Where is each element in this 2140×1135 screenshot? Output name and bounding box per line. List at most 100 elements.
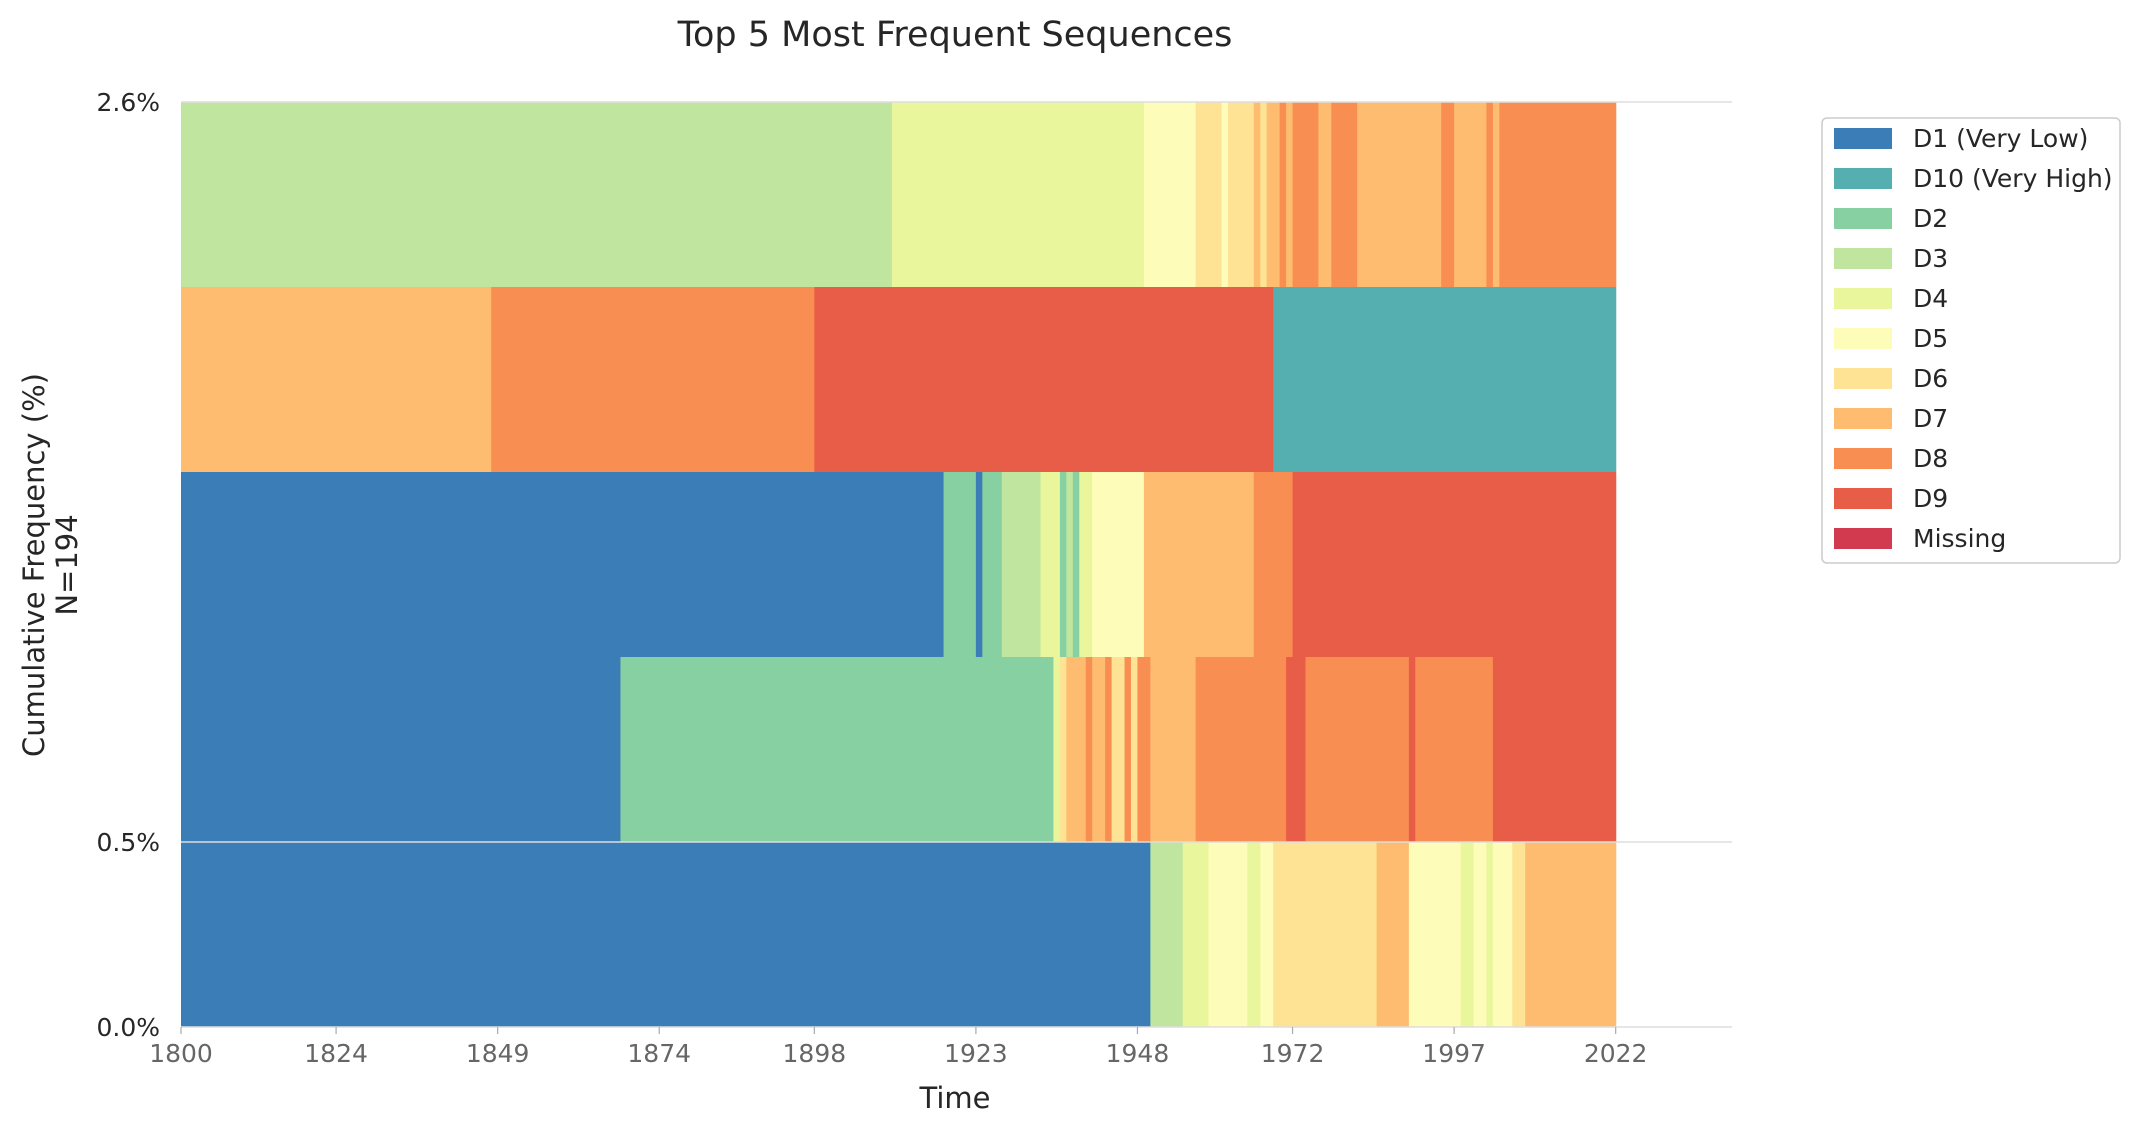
legend-item: D1 (Very Low) — [1834, 124, 2088, 153]
legend-swatch — [1834, 408, 1892, 429]
row-grid-lines — [181, 101, 1732, 1028]
sequence-segment — [1227, 102, 1255, 287]
sequence-segment — [1059, 472, 1067, 657]
sequence-segment — [491, 287, 815, 472]
sequence-row-5 — [181, 102, 1617, 287]
sequence-segment — [1286, 657, 1307, 842]
sequence-rows — [181, 102, 1617, 1027]
sequence-segment — [1318, 102, 1332, 287]
legend-label: D10 (Very High) — [1913, 164, 2113, 193]
sequence-segment — [1499, 102, 1617, 287]
x-tick-label: 1948 — [1106, 1039, 1170, 1068]
legend-label: D9 — [1913, 484, 1948, 513]
sequence-segment — [1492, 657, 1617, 842]
y-axis-label-group: Cumulative Frequency (%) N=194 — [17, 373, 84, 757]
x-tick-label: 1849 — [466, 1039, 530, 1068]
legend-swatch — [1834, 528, 1892, 549]
legend-item: D10 (Very High) — [1834, 164, 2113, 193]
sequence-segment — [1331, 102, 1358, 287]
sequence-segment — [1195, 102, 1223, 287]
sequence-row-3 — [181, 472, 1617, 657]
x-tick-label: 1972 — [1261, 1039, 1325, 1068]
sequence-segment — [1195, 657, 1287, 842]
legend-label: D5 — [1913, 324, 1948, 353]
sequence-segment — [1072, 472, 1080, 657]
legend-swatch — [1834, 328, 1892, 349]
sequence-segment — [1279, 102, 1287, 287]
sequence-segment — [1286, 102, 1294, 287]
sequence-segment — [1408, 657, 1416, 842]
chart-title: Top 5 Most Frequent Sequences — [677, 15, 1233, 55]
legend-label: D4 — [1913, 284, 1948, 313]
sequence-segment — [943, 472, 977, 657]
sequence-segment — [1260, 842, 1274, 1027]
legend-label: D3 — [1913, 244, 1948, 273]
sequence-segment — [1079, 472, 1093, 657]
y-tick-label: 0.0% — [96, 1013, 160, 1042]
sequence-segment — [181, 472, 945, 657]
legend-label: D6 — [1913, 364, 1948, 393]
legend-item: D4 — [1834, 284, 1948, 313]
sequence-segment — [1454, 102, 1488, 287]
sequence-segment — [1059, 657, 1067, 842]
legend-item: D6 — [1834, 364, 1948, 393]
sequence-segment — [1273, 287, 1617, 472]
sequence-segment — [1408, 842, 1462, 1027]
legend: D1 (Very Low) D10 (Very High) D2 D3 D4 D5 D6 D7… — [1821, 117, 2121, 564]
sequence-segment — [1292, 472, 1617, 657]
legend-item: D7 — [1834, 404, 1948, 433]
sequence-segment — [1221, 102, 1229, 287]
sequence-segment — [1260, 102, 1268, 287]
x-tick-label: 1800 — [149, 1039, 213, 1068]
sequence-segment — [181, 657, 622, 842]
sequence-segment — [1357, 102, 1442, 287]
sequence-segment — [1150, 657, 1197, 842]
sequence-row-2 — [181, 657, 1617, 842]
x-axis: 1800 1824 1849 1874 1898 1923 1948 1972 1997 2022 — [149, 1027, 1647, 1068]
sequence-segment — [181, 102, 893, 287]
sequence-segment — [1053, 657, 1061, 842]
sequence-segment — [1441, 102, 1455, 287]
x-tick-label: 1923 — [944, 1039, 1008, 1068]
sequence-segment — [1066, 657, 1087, 842]
sequence-segment — [1512, 842, 1526, 1027]
sequence-segment — [1111, 657, 1126, 842]
legend-label: D7 — [1913, 404, 1948, 433]
sequence-segment — [982, 472, 1003, 657]
sequence-segment — [1143, 102, 1197, 287]
sequence-segment — [1247, 842, 1261, 1027]
legend-item: D5 — [1834, 324, 1948, 353]
sequence-segment — [1273, 842, 1378, 1027]
legend-swatch — [1834, 168, 1892, 189]
sequence-segment — [1085, 657, 1093, 842]
sequence-segment — [1137, 657, 1151, 842]
y-tick-label: 2.6% — [96, 88, 160, 117]
sequence-segment — [620, 657, 1055, 842]
sequence-segment — [1525, 842, 1617, 1027]
legend-swatch — [1834, 248, 1892, 269]
y-axis: 0.0% 0.5% 2.6% — [96, 88, 160, 1042]
sequence-segment — [1040, 472, 1061, 657]
sequence-segment — [1253, 102, 1261, 287]
sequence-segment — [1486, 842, 1494, 1027]
legend-swatch — [1834, 208, 1892, 229]
sequence-segment — [1460, 842, 1475, 1027]
sequence-row-1 — [181, 842, 1617, 1027]
sequence-segment — [1305, 657, 1410, 842]
sequence-segment — [1292, 102, 1319, 287]
x-tick-label: 1898 — [783, 1039, 847, 1068]
sequence-segment — [1066, 472, 1074, 657]
sequence-segment — [1492, 102, 1500, 287]
legend-item: D9 — [1834, 484, 1948, 513]
sequence-row-4 — [181, 287, 1617, 472]
x-tick-label: 1874 — [627, 1039, 691, 1068]
sequence-segment — [1143, 472, 1255, 657]
x-tick-label: 1997 — [1422, 1039, 1486, 1068]
y-tick-label: 0.5% — [96, 828, 160, 857]
sequence-segment — [1092, 657, 1106, 842]
sequence-segment — [975, 472, 983, 657]
y-axis-label: Cumulative Frequency (%) — [17, 373, 51, 757]
legend-label: D1 (Very Low) — [1913, 124, 2088, 153]
